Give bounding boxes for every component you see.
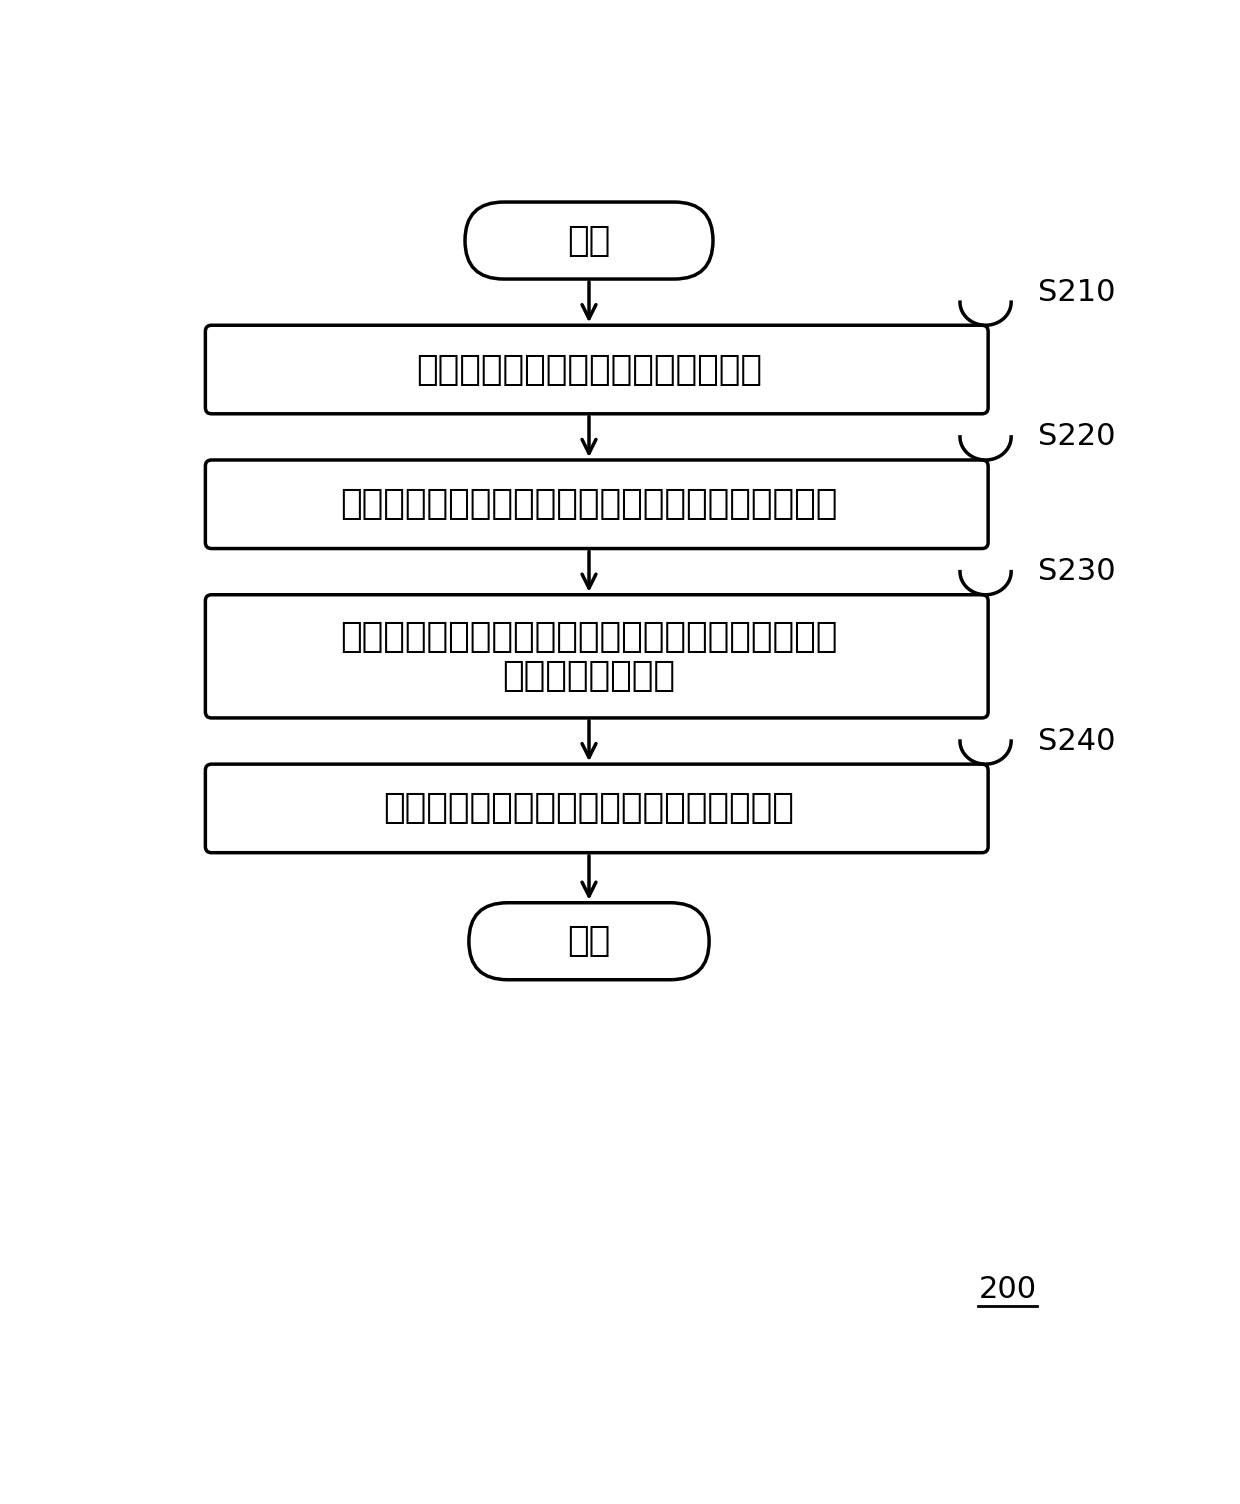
Text: S220: S220 [1039,423,1116,451]
Text: S230: S230 [1039,556,1116,587]
Text: 结束: 结束 [568,925,610,958]
FancyBboxPatch shape [206,460,988,549]
Text: S240: S240 [1039,726,1116,755]
FancyBboxPatch shape [469,902,709,979]
Text: 开始: 开始 [568,224,610,257]
Text: 根据漏洞信息计算各时间段内各地区的漏洞修复速度: 根据漏洞信息计算各时间段内各地区的漏洞修复速度 [340,487,838,522]
FancyBboxPatch shape [206,325,988,414]
Text: 根据对比结果确定每个地区的安全防范能力: 根据对比结果确定每个地区的安全防范能力 [383,791,795,826]
FancyBboxPatch shape [465,202,713,280]
Text: S210: S210 [1039,278,1116,307]
Text: 200: 200 [978,1275,1037,1304]
FancyBboxPatch shape [206,764,988,853]
Text: 每隔预定时间获取各地区的漏洞信息: 每隔预定时间获取各地区的漏洞信息 [415,352,763,387]
FancyBboxPatch shape [206,594,988,717]
Text: 将每个地区的漏洞修复速度与预设标准值分别进行对
比，得到对比结果: 将每个地区的漏洞修复速度与预设标准值分别进行对 比，得到对比结果 [340,620,838,693]
